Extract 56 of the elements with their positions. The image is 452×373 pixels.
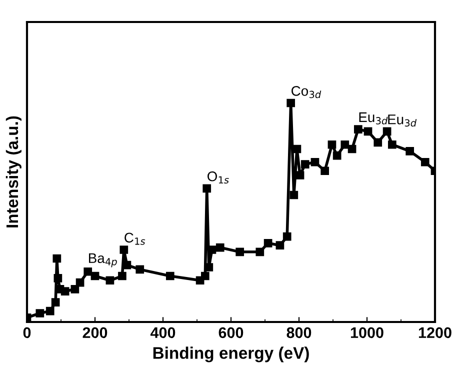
annotation: C$_{1s}$: [124, 232, 146, 245]
y-axis-title: Intensity (a.u.): [6, 116, 22, 228]
point: [382, 127, 392, 136]
point: [70, 284, 80, 294]
point: [388, 140, 396, 149]
point: [46, 306, 54, 316]
point: [236, 248, 244, 256]
point: [256, 248, 264, 256]
point: [296, 171, 304, 180]
point: [216, 243, 224, 252]
point: [300, 160, 310, 168]
point: [320, 166, 330, 176]
point: [364, 127, 372, 136]
point: [332, 151, 342, 160]
point: [106, 276, 114, 285]
x-tick-label: 0: [23, 327, 31, 338]
point: [200, 272, 210, 280]
point: [406, 147, 414, 156]
point: [118, 272, 126, 280]
point: [84, 267, 92, 276]
annotation: Eu$_{3d}$: [359, 112, 388, 124]
point: [120, 246, 128, 254]
point: [340, 140, 350, 149]
point: [420, 158, 430, 166]
point: [52, 254, 62, 263]
point: [374, 138, 382, 147]
point: [202, 184, 212, 193]
point: [54, 274, 62, 282]
point: [354, 125, 362, 134]
point: [51, 298, 60, 306]
x-tick-label: 600: [218, 327, 244, 338]
annotation: Ba$_{4p}$: [89, 253, 117, 268]
annotation: Co$_{3d}$: [292, 86, 322, 98]
point: [290, 190, 298, 200]
point: [286, 98, 296, 108]
point: [166, 272, 174, 280]
point: [60, 287, 70, 296]
x-tick-label: 200: [82, 327, 108, 338]
x-tick-label: 1200: [418, 327, 452, 338]
x-tick-label: 400: [150, 327, 176, 338]
point: [292, 144, 302, 154]
annotation: Eu$_{3d}$: [388, 114, 417, 127]
x-tick-label: 1000: [350, 327, 384, 338]
point: [76, 278, 84, 287]
point: [282, 232, 292, 241]
point: [276, 241, 284, 250]
point: [328, 140, 336, 149]
point: [136, 265, 144, 274]
point: [36, 309, 44, 318]
x-tick-label: 800: [286, 327, 312, 338]
point: [264, 238, 272, 248]
point: [348, 144, 356, 154]
point: [310, 158, 320, 166]
point: [90, 272, 100, 280]
annotation: O$_{1s}$: [208, 171, 229, 184]
x-axis-title: Binding energy (eV): [153, 346, 309, 362]
